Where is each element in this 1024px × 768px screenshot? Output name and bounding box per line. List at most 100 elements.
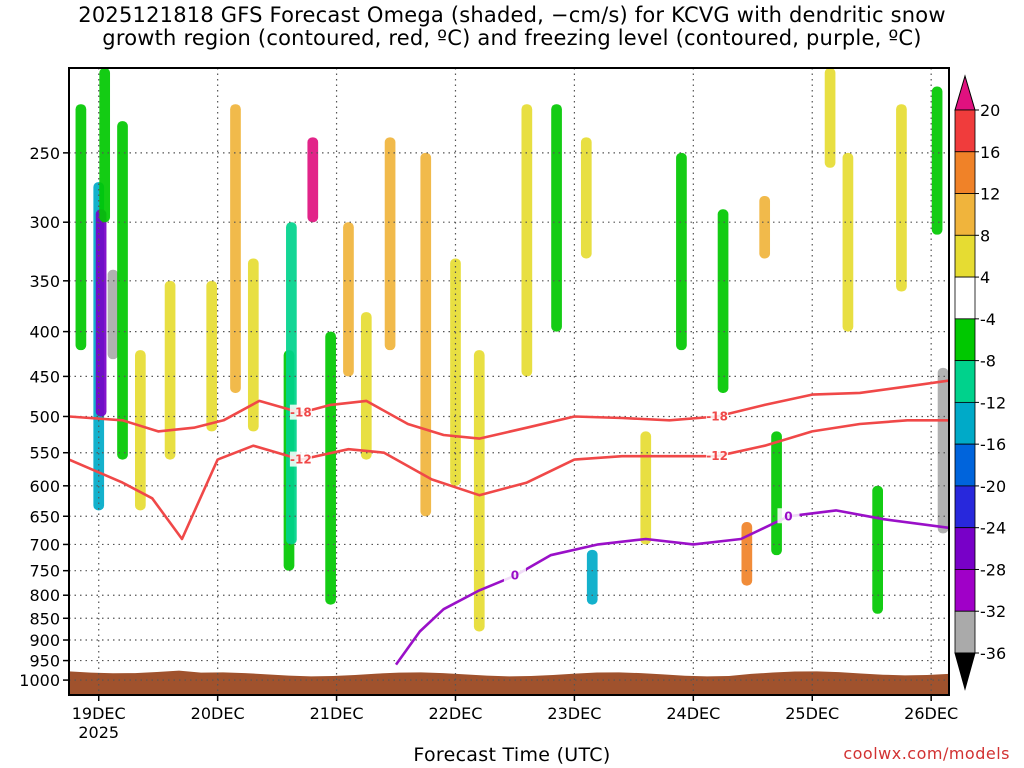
x-tick-label-20dec: 20DEC: [191, 704, 245, 723]
colorbar-swatch-2: [954, 193, 976, 236]
x-tick-label-26dec: 26DEC: [904, 704, 958, 723]
omega-cell-10: [247, 258, 259, 432]
colorbar-label-16: 16: [980, 143, 1000, 162]
x-axis-label: Forecast Time (UTC): [413, 744, 611, 766]
omega-cell-7: [164, 280, 176, 460]
omega-cell-16: [360, 312, 372, 460]
omega-cell-27: [717, 209, 729, 393]
colorbar-label-4: 4: [980, 268, 990, 287]
colorbar-swatch-7: [954, 401, 976, 445]
y-tick-label-800: 800: [29, 586, 60, 605]
omega-cell-22: [551, 104, 562, 332]
contour-label--12: -12: [290, 453, 312, 467]
contour-label--18: -18: [706, 409, 728, 423]
y-axis: 250 300 350 400 450 500 550 600 650 700 750 800 850 9…: [19, 144, 69, 690]
colorbar-label--16: -16: [980, 435, 1006, 454]
contour-label--18: -18: [290, 406, 312, 420]
colorbar-swatch-8: [954, 443, 976, 487]
omega-cell-31: [824, 68, 836, 168]
colorbar-label--8: -8: [980, 352, 996, 371]
colorbar-swatch-5: [954, 318, 976, 362]
colorbar-swatch-11: [954, 569, 976, 612]
y-tick-label-250: 250: [29, 144, 60, 163]
omega-cell-17: [384, 137, 396, 351]
contour-label-0: 0: [784, 509, 792, 523]
y-tick-label-450: 450: [29, 367, 60, 386]
chart-title-line-2: growth region (contoured, red, ºC) and f…: [102, 26, 922, 50]
x-tick-label-25dec: 25DEC: [785, 704, 839, 723]
x-tick-label-19dec: 19DEC: [72, 704, 126, 723]
colorbar-label--12: -12: [980, 393, 1006, 412]
colorbar-label--4: -4: [980, 310, 996, 329]
colorbar-label--20: -20: [980, 477, 1006, 496]
y-tick-label-650: 650: [29, 507, 60, 526]
colorbar-label-20: 20: [980, 101, 1000, 120]
omega-cell-33: [872, 485, 883, 614]
contour-label-bg-0-0: [289, 404, 312, 420]
y-tick-label-350: 350: [29, 272, 60, 291]
y-tick-label-600: 600: [29, 477, 60, 496]
contour-label-bg-2-1: [777, 508, 800, 524]
omega-cell-15: [343, 222, 354, 377]
colorbar-label-8: 8: [980, 226, 990, 245]
x-tick-label-23dec: 23DEC: [547, 704, 601, 723]
contour-label-bg-1-1: [706, 448, 729, 464]
y-tick-label-500: 500: [29, 407, 60, 426]
colorbar-label-12: 12: [980, 185, 1000, 204]
y-tick-label-550: 550: [29, 444, 60, 463]
omega-cell-28: [741, 522, 753, 586]
omega-cell-1: [95, 209, 107, 417]
credit-link[interactable]: coolwx.com/models: [843, 744, 1010, 763]
omega-cell-30: [771, 431, 782, 556]
omega-cell-34: [896, 104, 907, 292]
x-tick-label-22dec: 22DEC: [429, 704, 483, 723]
colorbar-label--28: -28: [980, 560, 1006, 579]
colorbar: 20 16 12 8 4 -4 -8 -12 -16 -20 -24 -28 -32 -36: [954, 74, 1006, 691]
colorbar-swatch-3: [954, 234, 976, 278]
contour-line-0: [394, 509, 949, 666]
colorbar-swatch-10: [954, 527, 976, 570]
omega-cell-13: [307, 137, 319, 223]
omega-cell-6: [135, 350, 146, 511]
y-tick-label-300: 300: [29, 213, 60, 232]
omega-cell-5: [75, 104, 87, 351]
omega-cell-4: [117, 121, 128, 460]
y-tick-label-700: 700: [29, 535, 60, 554]
colorbar-bottom-arrow: [954, 652, 976, 691]
contour-label-bg-1-0: [289, 451, 312, 467]
omega-cell-12: [286, 222, 297, 545]
contour-line--12: [69, 419, 949, 541]
y-tick-label-750: 750: [29, 562, 60, 581]
y-tick-label-400: 400: [29, 323, 60, 342]
omega-cell-9: [230, 104, 241, 393]
omega-cell-26: [676, 152, 687, 351]
plot-frame: [68, 67, 950, 696]
omega-cell-20: [473, 350, 485, 632]
colorbar-swatch-12: [954, 610, 976, 654]
omega-cell-35: [931, 86, 943, 235]
omega-cell-21: [521, 104, 533, 377]
omega-cell-25: [640, 431, 652, 545]
colorbar-swatch-0: [954, 109, 976, 153]
x-tick-label-24dec: 24DEC: [666, 704, 720, 723]
chart-title: 2025121818 GFS Forecast Omega (shaded, −…: [0, 4, 1024, 50]
colorbar-label--36: -36: [980, 644, 1006, 663]
contour-line--18: [69, 379, 949, 440]
y-tick-label-950: 950: [29, 652, 60, 671]
x-year-label: 2025: [78, 723, 119, 742]
ground-layer: [69, 670, 949, 695]
colorbar-swatch-4: [954, 276, 976, 320]
omega-cell-24: [586, 549, 598, 605]
colorbar-swatch-9: [954, 485, 976, 529]
x-axis: 19DEC 20DEC 21DEC 22DEC 23DEC 24DEC 25DEC 26DEC…: [72, 695, 958, 742]
contour-label-bg-2-0: [503, 567, 526, 583]
x-tick-label-21dec: 21DEC: [310, 704, 364, 723]
omega-cell-2: [107, 269, 119, 360]
omega-cell-19: [450, 258, 461, 486]
colorbar-swatch-6: [954, 360, 976, 403]
omega-cell-36: [937, 367, 949, 534]
ground-fill: [69, 670, 949, 695]
omega-cell-8: [206, 280, 218, 432]
colorbar-top-arrow: [954, 74, 976, 111]
